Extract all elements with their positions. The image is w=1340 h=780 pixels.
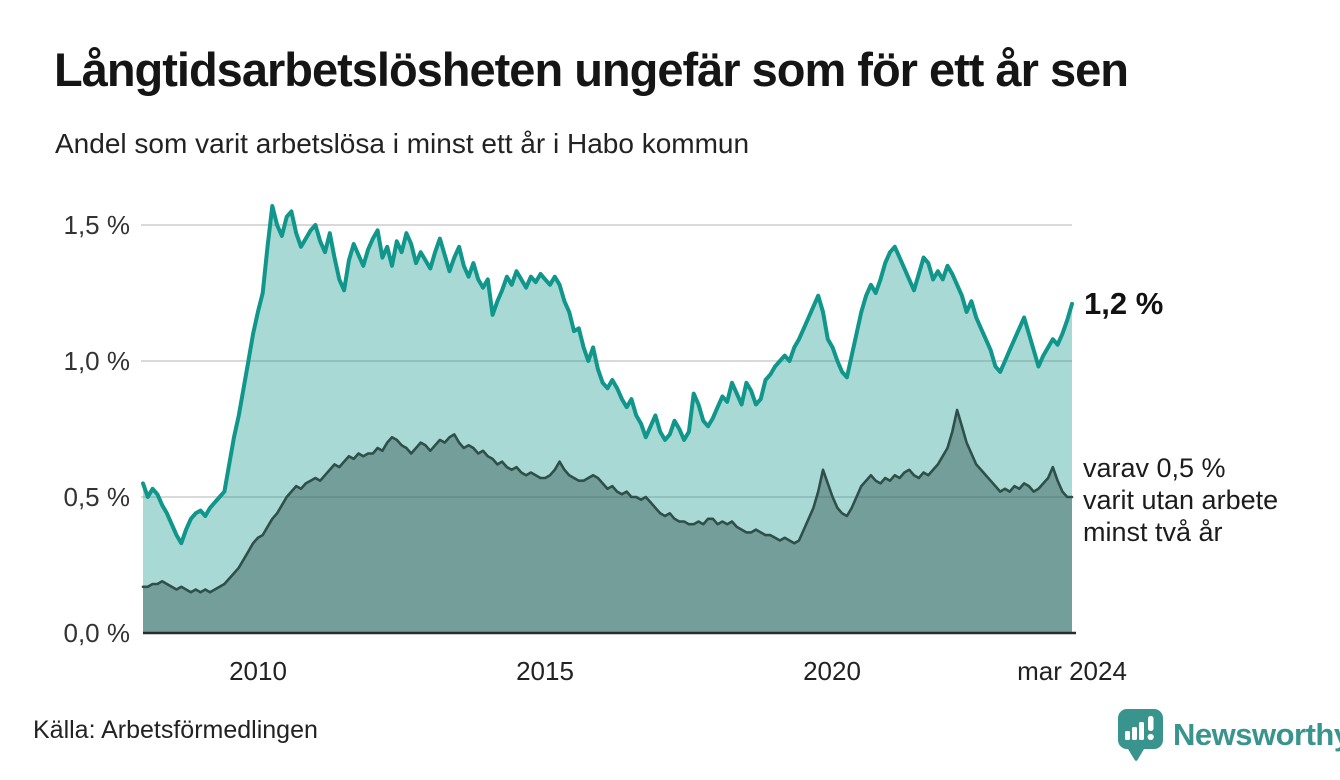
annotation-line: minst två år <box>1083 517 1223 547</box>
series-end-value-label: 1,2 % <box>1084 286 1164 321</box>
area-fill-primary <box>143 206 1072 633</box>
source-note: Källa: Arbetsförmedlingen <box>33 716 318 744</box>
line-secondary <box>141 408 1074 594</box>
annotation-line: varit utan arbete <box>1083 485 1279 515</box>
y-axis-tick-label: 0,5 % <box>63 482 131 512</box>
y-axis-tick-label: 0,0 % <box>63 618 131 648</box>
y-axis-tick-label: 1,0 % <box>63 346 131 376</box>
area-fill-secondary <box>143 410 1072 633</box>
chart-subtitle: Andel som varit arbetslösa i minst ett å… <box>55 128 750 159</box>
page-title: Långtidsarbetslösheten ungefär som för e… <box>54 43 1129 96</box>
series-annotation: varav 0,5 % varit utan arbete minst två … <box>1083 452 1278 548</box>
newsworthy-logo-icon <box>1118 709 1163 761</box>
brand-name: Newsworthy <box>1173 717 1340 752</box>
annotation-line: varav 0,5 % <box>1083 453 1226 483</box>
x-axis-tick-label: 2015 <box>516 656 574 686</box>
x-axis-tick-label: mar 2024 <box>1017 656 1127 686</box>
x-axis-tick-label: 2020 <box>803 656 861 686</box>
y-axis-tick-label: 1,5 % <box>63 210 131 240</box>
x-axis-tick-label: 2010 <box>229 656 287 686</box>
line-primary <box>141 204 1074 546</box>
brand-logo: Newsworthy <box>1117 708 1340 762</box>
